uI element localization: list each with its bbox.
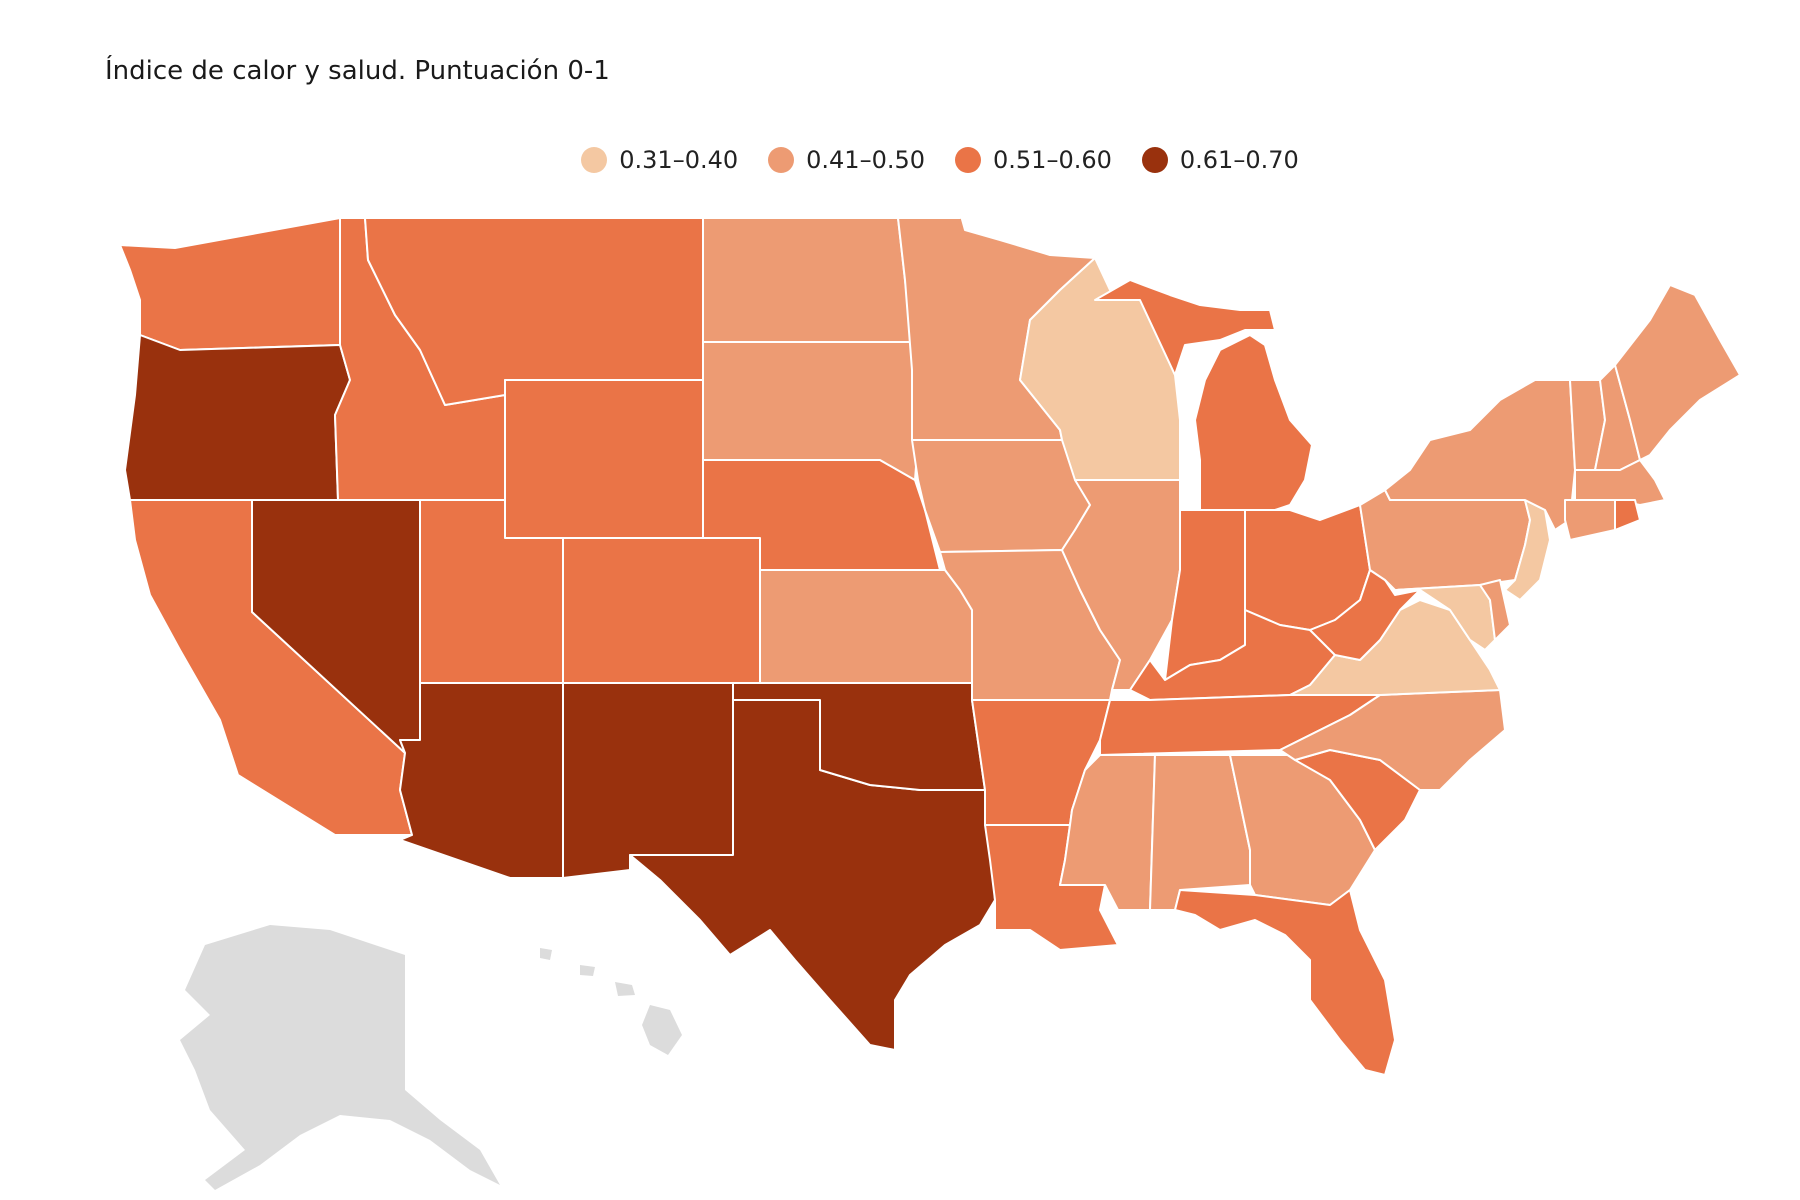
state-hawaii-oahu[interactable] bbox=[580, 965, 595, 976]
state-florida[interactable] bbox=[1174, 889, 1396, 1076]
legend-label: 0.41–0.50 bbox=[806, 146, 925, 174]
state-alaska[interactable] bbox=[180, 925, 500, 1190]
state-west-virginia[interactable] bbox=[1309, 569, 1421, 661]
state-new-jersey[interactable] bbox=[1504, 499, 1551, 601]
legend-swatch bbox=[581, 147, 608, 173]
state-north-dakota[interactable] bbox=[702, 217, 913, 343]
legend-label: 0.31–0.40 bbox=[619, 146, 739, 174]
state-connecticut[interactable] bbox=[1564, 499, 1616, 541]
legend-swatch bbox=[955, 147, 981, 173]
state-kansas[interactable] bbox=[759, 569, 973, 684]
state-hawaii-kauai[interactable] bbox=[540, 948, 552, 960]
legend: 0.31–0.40 0.41–0.50 0.51–0.60 0.61–0.70 bbox=[0, 146, 1800, 174]
state-hawaii-big-island[interactable] bbox=[642, 1005, 682, 1055]
legend-swatch bbox=[768, 147, 795, 173]
state-new-mexico[interactable] bbox=[562, 682, 734, 879]
state-michigan-lower[interactable] bbox=[1194, 334, 1313, 511]
legend-swatch bbox=[1141, 147, 1168, 173]
state-hawaii-maui[interactable] bbox=[615, 982, 635, 996]
state-oregon[interactable] bbox=[124, 334, 351, 501]
state-wisconsin[interactable] bbox=[1019, 257, 1181, 481]
state-washington[interactable] bbox=[119, 217, 341, 351]
state-wyoming[interactable] bbox=[504, 379, 704, 539]
state-south-dakota[interactable] bbox=[702, 341, 919, 481]
state-maine[interactable] bbox=[1614, 284, 1741, 461]
state-iowa[interactable] bbox=[911, 439, 1091, 553]
state-pennsylvania[interactable] bbox=[1359, 489, 1531, 591]
state-rhode-island[interactable] bbox=[1614, 499, 1641, 531]
legend-item-class3: 0.51–0.60 bbox=[955, 146, 1112, 174]
state-colorado[interactable] bbox=[562, 537, 761, 684]
legend-item-class2: 0.41–0.50 bbox=[768, 146, 925, 174]
state-arizona[interactable] bbox=[399, 682, 564, 879]
legend-label: 0.51–0.60 bbox=[993, 146, 1112, 174]
state-new-york[interactable] bbox=[1384, 379, 1576, 531]
state-michigan-upper[interactable] bbox=[1094, 279, 1276, 376]
legend-label: 0.61–0.70 bbox=[1179, 146, 1299, 174]
state-delaware[interactable] bbox=[1479, 579, 1511, 641]
legend-item-class4: 0.61–0.70 bbox=[1141, 146, 1299, 174]
legend-item-class1: 0.31–0.40 bbox=[581, 146, 738, 174]
map-title: Índice de calor y salud. Puntuación 0-1 bbox=[105, 56, 610, 86]
